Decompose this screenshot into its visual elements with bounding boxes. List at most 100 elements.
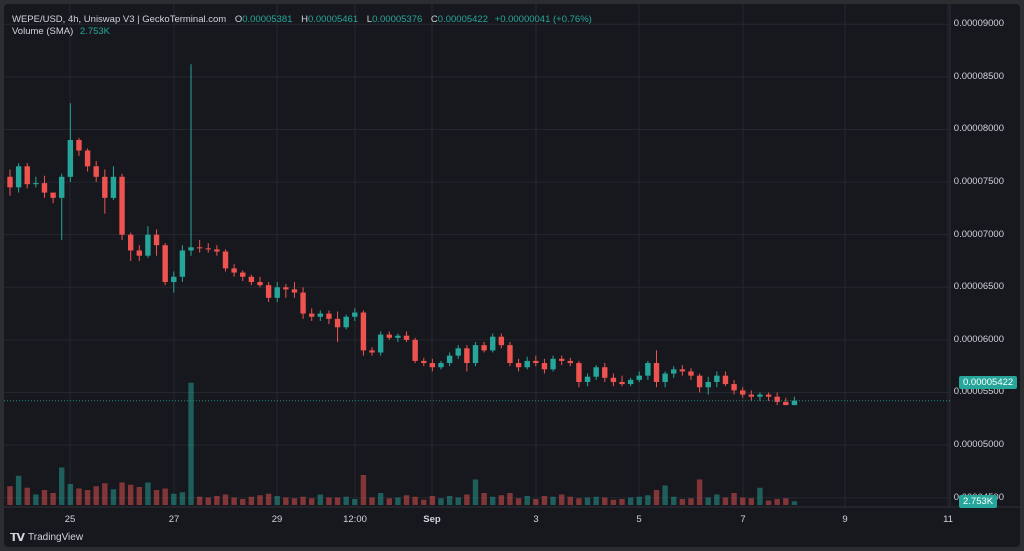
candle <box>696 373 703 393</box>
candle-body <box>153 234 160 246</box>
volume-bar <box>15 475 22 505</box>
candle-body <box>757 394 763 397</box>
candle <box>360 310 367 356</box>
tradingview-brand[interactable]: 𝗧𝗩 TradingView <box>10 531 83 544</box>
volume-bar <box>438 498 444 505</box>
volume-bar <box>791 501 798 505</box>
candle-body <box>265 285 272 298</box>
volume-bar <box>421 499 427 505</box>
candle-body <box>369 350 375 353</box>
candle <box>240 270 246 281</box>
candle <box>41 175 48 198</box>
volume-bar <box>41 490 48 505</box>
volume-bar <box>59 467 65 505</box>
volume-bar <box>50 493 56 505</box>
candle-body <box>464 348 470 364</box>
candle-body <box>584 376 591 382</box>
candle-body <box>41 183 48 193</box>
high-value: 0.00005461 <box>307 14 359 25</box>
candle <box>662 371 668 388</box>
candle <box>472 341 479 367</box>
candle <box>567 357 573 367</box>
candle <box>265 282 272 303</box>
volume-bar <box>774 499 780 505</box>
candle-body <box>438 363 444 368</box>
volume-bar <box>740 497 746 505</box>
volume-label[interactable]: Volume (SMA) <box>12 26 74 37</box>
candle-body <box>602 367 608 378</box>
volume-bar <box>481 493 487 505</box>
candle <box>653 350 660 388</box>
volume-bar <box>309 498 315 505</box>
candle-body <box>533 360 539 364</box>
candle-body <box>214 249 220 252</box>
volume-bar <box>102 483 108 505</box>
candle <box>309 308 315 321</box>
volume-bar <box>274 496 280 505</box>
candle-body <box>515 363 522 368</box>
volume-bar <box>688 498 694 505</box>
candle <box>222 249 229 272</box>
candle-body <box>110 176 117 198</box>
time-tick-label: 3 <box>533 514 539 525</box>
candle-body <box>774 396 780 402</box>
candle <box>274 282 280 303</box>
candle <box>446 352 453 367</box>
candlesticks <box>7 64 798 406</box>
candle <box>464 345 470 372</box>
candle-body <box>619 381 625 385</box>
volume-bar <box>696 479 703 505</box>
volume-bar <box>265 493 272 505</box>
time-tick-label: 25 <box>64 514 76 525</box>
candle <box>153 229 160 256</box>
volume-bar <box>283 497 289 505</box>
candle-body <box>507 345 513 364</box>
candle <box>610 373 617 387</box>
time-tick-label: 29 <box>271 514 283 525</box>
volume-bar <box>636 496 642 505</box>
candle <box>162 243 168 286</box>
volume-bar <box>533 499 539 505</box>
candle-body <box>558 358 565 361</box>
candle <box>188 64 194 256</box>
volume-bars <box>7 382 798 505</box>
volume-bar <box>576 498 582 505</box>
volume-bar <box>619 499 625 505</box>
candle-body <box>317 313 324 317</box>
candle-body <box>93 166 99 177</box>
price-tick-label: 0.00009000 <box>953 18 1004 30</box>
volume-bar <box>145 482 151 505</box>
volume-bar <box>679 499 686 505</box>
candle <box>171 271 177 293</box>
candle <box>196 239 203 253</box>
candle-body <box>291 289 298 293</box>
candle <box>791 396 798 406</box>
chart-panel[interactable]: WEPE/USD, 4h, Uniswap V3 | GeckoTerminal… <box>4 4 1020 547</box>
price-tick-label: 0.00007500 <box>953 176 1004 188</box>
chart-canvas[interactable] <box>4 4 1020 547</box>
price-tick-label: 0.00008500 <box>953 70 1004 82</box>
candle-body <box>412 339 418 361</box>
candle <box>145 226 151 258</box>
candle <box>7 169 13 196</box>
candle <box>205 243 211 253</box>
candle <box>300 287 306 319</box>
volume-bar <box>93 486 99 505</box>
candle-body <box>567 360 573 364</box>
candle <box>93 161 99 183</box>
volume-badge: 2.753K <box>959 495 998 508</box>
candle <box>541 358 548 374</box>
volume-bar <box>671 496 677 505</box>
candle <box>507 341 513 367</box>
volume-bar <box>179 492 186 505</box>
grid-lines <box>4 4 950 507</box>
candle-body <box>377 334 384 353</box>
symbol-title[interactable]: WEPE/USD, 4h, Uniswap V3 | GeckoTerminal… <box>12 14 227 25</box>
candle <box>24 163 30 189</box>
volume-bar <box>653 490 660 505</box>
candle-body <box>705 381 711 388</box>
candle <box>619 375 625 387</box>
candle-body <box>33 183 39 185</box>
volume-bar <box>257 495 263 505</box>
